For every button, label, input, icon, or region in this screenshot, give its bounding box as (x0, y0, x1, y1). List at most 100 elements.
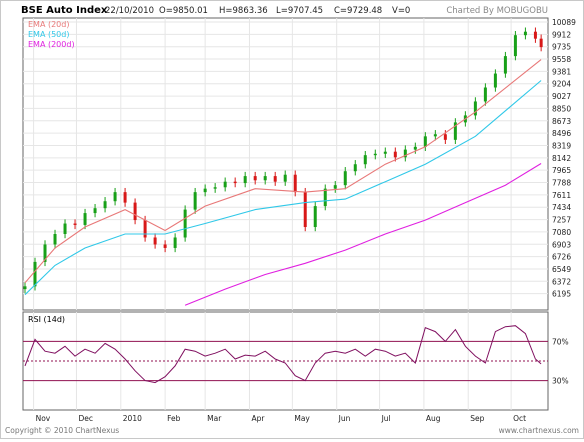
candle-body (73, 223, 77, 225)
candle-body (123, 192, 127, 203)
price-tick-label: 10089 (552, 18, 576, 27)
candle (73, 219, 77, 230)
price-tick-label: 6903 (552, 240, 571, 249)
candle (253, 171, 257, 185)
candle (153, 233, 157, 249)
x-tick-label: 2010 (123, 414, 142, 423)
rsi-panel (22, 311, 549, 411)
candle (93, 204, 97, 218)
candle (533, 27, 537, 43)
chart-date: 22/10/2010 (105, 6, 154, 16)
website-text: www.chartnexus.com (499, 426, 579, 435)
candle-body (163, 244, 167, 248)
price-tick-label: 7965 (552, 166, 571, 175)
candle-body (473, 101, 477, 116)
candle-body (493, 73, 497, 88)
candle (363, 150, 367, 169)
candle-body (363, 155, 367, 165)
x-tick-label: Sep (470, 414, 484, 423)
candle (293, 170, 297, 197)
candle-body (403, 149, 407, 158)
high-value: H=9863.36 (219, 6, 268, 16)
candle-body (63, 223, 67, 235)
candle (23, 282, 27, 294)
ema-lines (24, 59, 542, 306)
candle-body (283, 174, 287, 182)
price-tick-label: 9381 (552, 67, 571, 76)
candle (403, 145, 407, 162)
candle (273, 171, 277, 186)
candle-body (453, 122, 457, 140)
candle-body (313, 206, 317, 228)
x-tick-label: May (294, 414, 310, 423)
price-tick-label: 8850 (552, 104, 571, 113)
chart-title: BSE Auto Index (21, 5, 108, 16)
candle (503, 51, 507, 78)
close-value: C=9729.48 (334, 6, 382, 16)
candle (453, 118, 457, 145)
rsi-tick-label: 70% (552, 337, 569, 346)
candle (133, 198, 137, 225)
candle-body (243, 176, 247, 184)
candle (493, 69, 497, 92)
volume-value: V=0 (392, 6, 410, 16)
price-axis-labels: 10089 9912 9735 9558 9381 9204 9027 8850 8673 849… (552, 18, 576, 299)
x-tick-label: Aug (426, 414, 441, 423)
copyright-text: Copyright © 2010 ChartNexus (5, 426, 119, 435)
candle (183, 205, 187, 242)
candle-body (213, 187, 217, 189)
candle-body (293, 174, 297, 193)
candle (243, 171, 247, 188)
candle-body (539, 38, 543, 48)
low-value: L=9707.45 (276, 6, 323, 16)
price-tick-label: 9735 (552, 43, 571, 52)
ema200-line (184, 163, 542, 306)
rsi-line (24, 325, 542, 384)
candle-body (513, 35, 517, 57)
price-tick-label: 7434 (552, 203, 571, 212)
legend-ema200: EMA (200d) (28, 40, 75, 49)
candle-body (53, 234, 57, 245)
candle (539, 34, 543, 52)
candle (313, 201, 317, 232)
candle-body (343, 171, 347, 186)
charted-by: Charted By MOBUGOBU (446, 6, 548, 16)
candle-body (333, 185, 337, 189)
price-tick-label: 6549 (552, 265, 571, 274)
candle (523, 27, 527, 40)
candle-body (373, 153, 377, 156)
candle (53, 229, 57, 249)
candle-body (393, 151, 397, 158)
candle (193, 187, 197, 214)
price-tick-label: 8673 (552, 117, 571, 126)
candle-body (223, 181, 227, 188)
price-panel (22, 17, 549, 311)
candle (163, 240, 167, 253)
price-tick-label: 6195 (552, 290, 571, 299)
candle (223, 177, 227, 192)
price-tick-label: 9027 (552, 92, 571, 101)
candle (423, 132, 427, 151)
price-tick-label: 9912 (552, 30, 571, 39)
rsi-tick-label: 30% (552, 377, 569, 386)
candle (413, 142, 417, 154)
candle-body (423, 136, 427, 147)
ema20-line (24, 59, 542, 284)
candle-body (353, 164, 357, 172)
candle-body (183, 209, 187, 238)
x-tick-label: Jul (381, 414, 391, 423)
candle (283, 170, 287, 186)
rsi-series-line (24, 325, 542, 384)
x-axis-labels: Nov Dec 2010 Feb Mar Apr May Jun Jul Aug Sep Oct (36, 414, 527, 423)
rsi-axis-labels: 70% 30% (552, 337, 569, 385)
legend-ema50: EMA (50d) (28, 30, 69, 39)
candle (173, 233, 177, 253)
candle-body (33, 261, 37, 287)
candle-body (133, 202, 137, 221)
rsi-bands (23, 340, 548, 382)
x-tick-label: Feb (167, 414, 181, 423)
candle-body (93, 208, 97, 214)
x-tick-label: Nov (36, 414, 51, 423)
candle-body (303, 192, 307, 228)
